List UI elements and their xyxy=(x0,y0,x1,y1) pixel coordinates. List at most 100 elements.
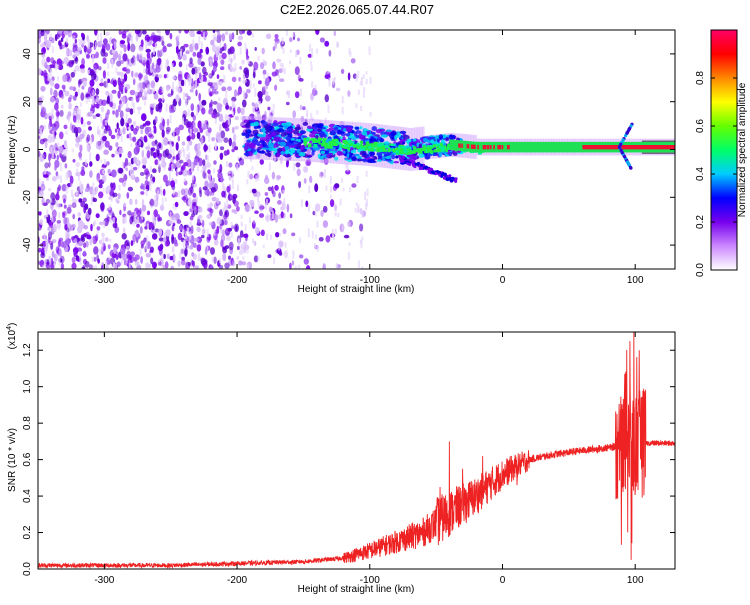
spectrogram-noise-cell xyxy=(118,83,124,92)
spectrogram-haze-cell xyxy=(292,32,295,37)
spectrogram-noise-cell xyxy=(230,57,233,64)
spectrogram-noise-cell xyxy=(225,102,229,110)
snr-x-tick-label: -300 xyxy=(94,575,114,586)
spectrogram-ridge-peak xyxy=(650,145,652,150)
spectrogram-noise-cell xyxy=(298,78,304,82)
spectrogram-haze-cell xyxy=(234,63,237,71)
snr-x-ticks: -300 -200 -100 0 100 xyxy=(94,332,644,586)
spectrogram-core-cell xyxy=(400,147,404,151)
snr-x-tick-label: -100 xyxy=(360,575,380,586)
spectrogram-noise-cell xyxy=(250,202,255,208)
spectrogram-noise-cell xyxy=(172,156,175,160)
spectrogram-noise-cell xyxy=(160,35,164,42)
spectrogram-noise-cell xyxy=(155,66,161,73)
spectrogram-haze-cell xyxy=(118,184,121,191)
spectrogram-haze-cell xyxy=(124,215,127,224)
spectrogram-noise-cell xyxy=(38,135,41,140)
spectrogram-noise-cell xyxy=(143,74,149,84)
spectrogram-haze-cell xyxy=(239,47,242,55)
spectrogram-haze-cell xyxy=(316,220,319,228)
spectrogram-ridge-peak xyxy=(667,145,669,150)
spectrogram-noise-cell xyxy=(50,37,55,44)
spectrogram-haze-cell xyxy=(58,258,61,266)
spectrogram-core-cell xyxy=(435,146,440,149)
spectrogram-noise-cell xyxy=(104,31,110,36)
snr-y-tick-label: 0.4 xyxy=(22,489,33,503)
spectrogram-noise-cell xyxy=(347,221,351,228)
spectrogram-noise-cell xyxy=(256,113,262,121)
spectrogram-haze-cell xyxy=(165,104,168,112)
spectrogram-haze-cell xyxy=(281,37,284,45)
spectrogram-noise-cell xyxy=(272,46,276,52)
spectrogram-ridge-cell xyxy=(349,154,353,159)
spectrogram-core-cell xyxy=(443,148,447,152)
spectrogram-haze-cell xyxy=(211,192,214,196)
spectrogram-haze-cell xyxy=(63,150,66,157)
spectrogram-haze-cell xyxy=(51,45,54,54)
spectrogram-noise-cell xyxy=(221,33,226,42)
spectrogram-haze-cell xyxy=(295,50,298,58)
spectrogram-haze-cell xyxy=(355,75,358,82)
spectrogram-noise-cell xyxy=(118,105,121,113)
spectrogram-noise-cell xyxy=(220,130,226,139)
spectrogram-noise-cell xyxy=(209,107,214,112)
spectrogram-haze-cell xyxy=(268,162,271,171)
spectrogram-haze-cell xyxy=(55,63,57,71)
spectrogram-noise-cell xyxy=(39,190,44,199)
spectrogram-noise-cell xyxy=(208,73,212,78)
spectrogram-core-cell xyxy=(368,147,372,152)
spectrogram-haze-cell xyxy=(289,49,292,53)
spectrogram-haze-cell xyxy=(366,188,369,196)
spectrogram-noise-cell xyxy=(267,254,272,259)
spectrogram-noise-cell xyxy=(133,156,138,164)
spectrogram-core-cell xyxy=(390,143,395,147)
spectrogram-noise-cell xyxy=(199,189,203,198)
spectrogram-noise-cell xyxy=(132,234,137,243)
spectrogram-ridge-cell xyxy=(302,135,308,139)
spectrogram-haze-cell xyxy=(123,203,126,207)
spectrogram-ridge-line xyxy=(480,141,482,153)
spectrogram-haze-cell xyxy=(274,157,276,162)
spectrogram-fan-cell xyxy=(621,138,625,142)
spectrogram-noise-cell xyxy=(258,203,264,212)
spectrogram-noise-cell xyxy=(322,263,326,269)
spectrogram-noise-cell xyxy=(289,37,293,42)
spectrogram-haze-cell xyxy=(52,152,55,159)
spectrogram-noise-cell xyxy=(257,91,263,99)
spectrogram-ridge-line xyxy=(531,141,533,153)
spectrogram-noise-cell xyxy=(140,183,144,190)
spectrogram-noise-cell xyxy=(80,38,86,46)
spectrogram-haze-cell xyxy=(159,185,162,195)
spectrogram-haze-cell xyxy=(102,169,105,175)
spectrogram-ridge-peak xyxy=(646,145,648,150)
spectrogram-haze-cell xyxy=(332,78,335,85)
spectrogram-core-cell xyxy=(368,145,372,149)
spectrogram-noise-cell xyxy=(48,122,51,130)
spectrogram-core-cell xyxy=(398,150,402,154)
spectrogram-noise-cell xyxy=(104,140,110,148)
spectrogram-noise-cell xyxy=(67,30,73,38)
spectrogram-ridge-peak xyxy=(598,145,600,150)
spectrogram-noise-cell xyxy=(99,39,103,45)
spectrogram-haze-cell xyxy=(191,163,194,173)
spectrogram-haze-cell xyxy=(186,144,189,152)
spectrogram-noise-cell xyxy=(220,234,226,242)
spectrogram-haze-cell xyxy=(328,77,331,87)
spectrogram-noise-cell xyxy=(51,136,56,143)
spectrogram-ridge-peak xyxy=(671,145,674,150)
spectrogram-noise-cell xyxy=(237,245,240,251)
spectrogram-haze-cell xyxy=(149,182,152,192)
spectrogram-noise-cell xyxy=(62,74,68,83)
spectrogram-noise-cell xyxy=(163,74,167,79)
colorbar-ticks: 0.00.20.40.60.8 xyxy=(695,71,737,277)
spectrogram-haze-cell xyxy=(309,44,312,52)
spectrogram-haze-cell xyxy=(147,143,150,147)
spectrogram-noise-cell xyxy=(194,237,200,242)
spectrogram-ridge-cell xyxy=(320,150,326,154)
spectrogram-ridge-peak xyxy=(632,145,634,150)
spectrogram-haze-cell xyxy=(137,109,140,115)
spectrogram-noise-cell xyxy=(42,154,46,159)
spectrogram-noise-cell xyxy=(227,204,232,209)
spectrogram-noise-cell xyxy=(320,171,324,177)
spectrogram-noise-cell xyxy=(57,202,61,209)
